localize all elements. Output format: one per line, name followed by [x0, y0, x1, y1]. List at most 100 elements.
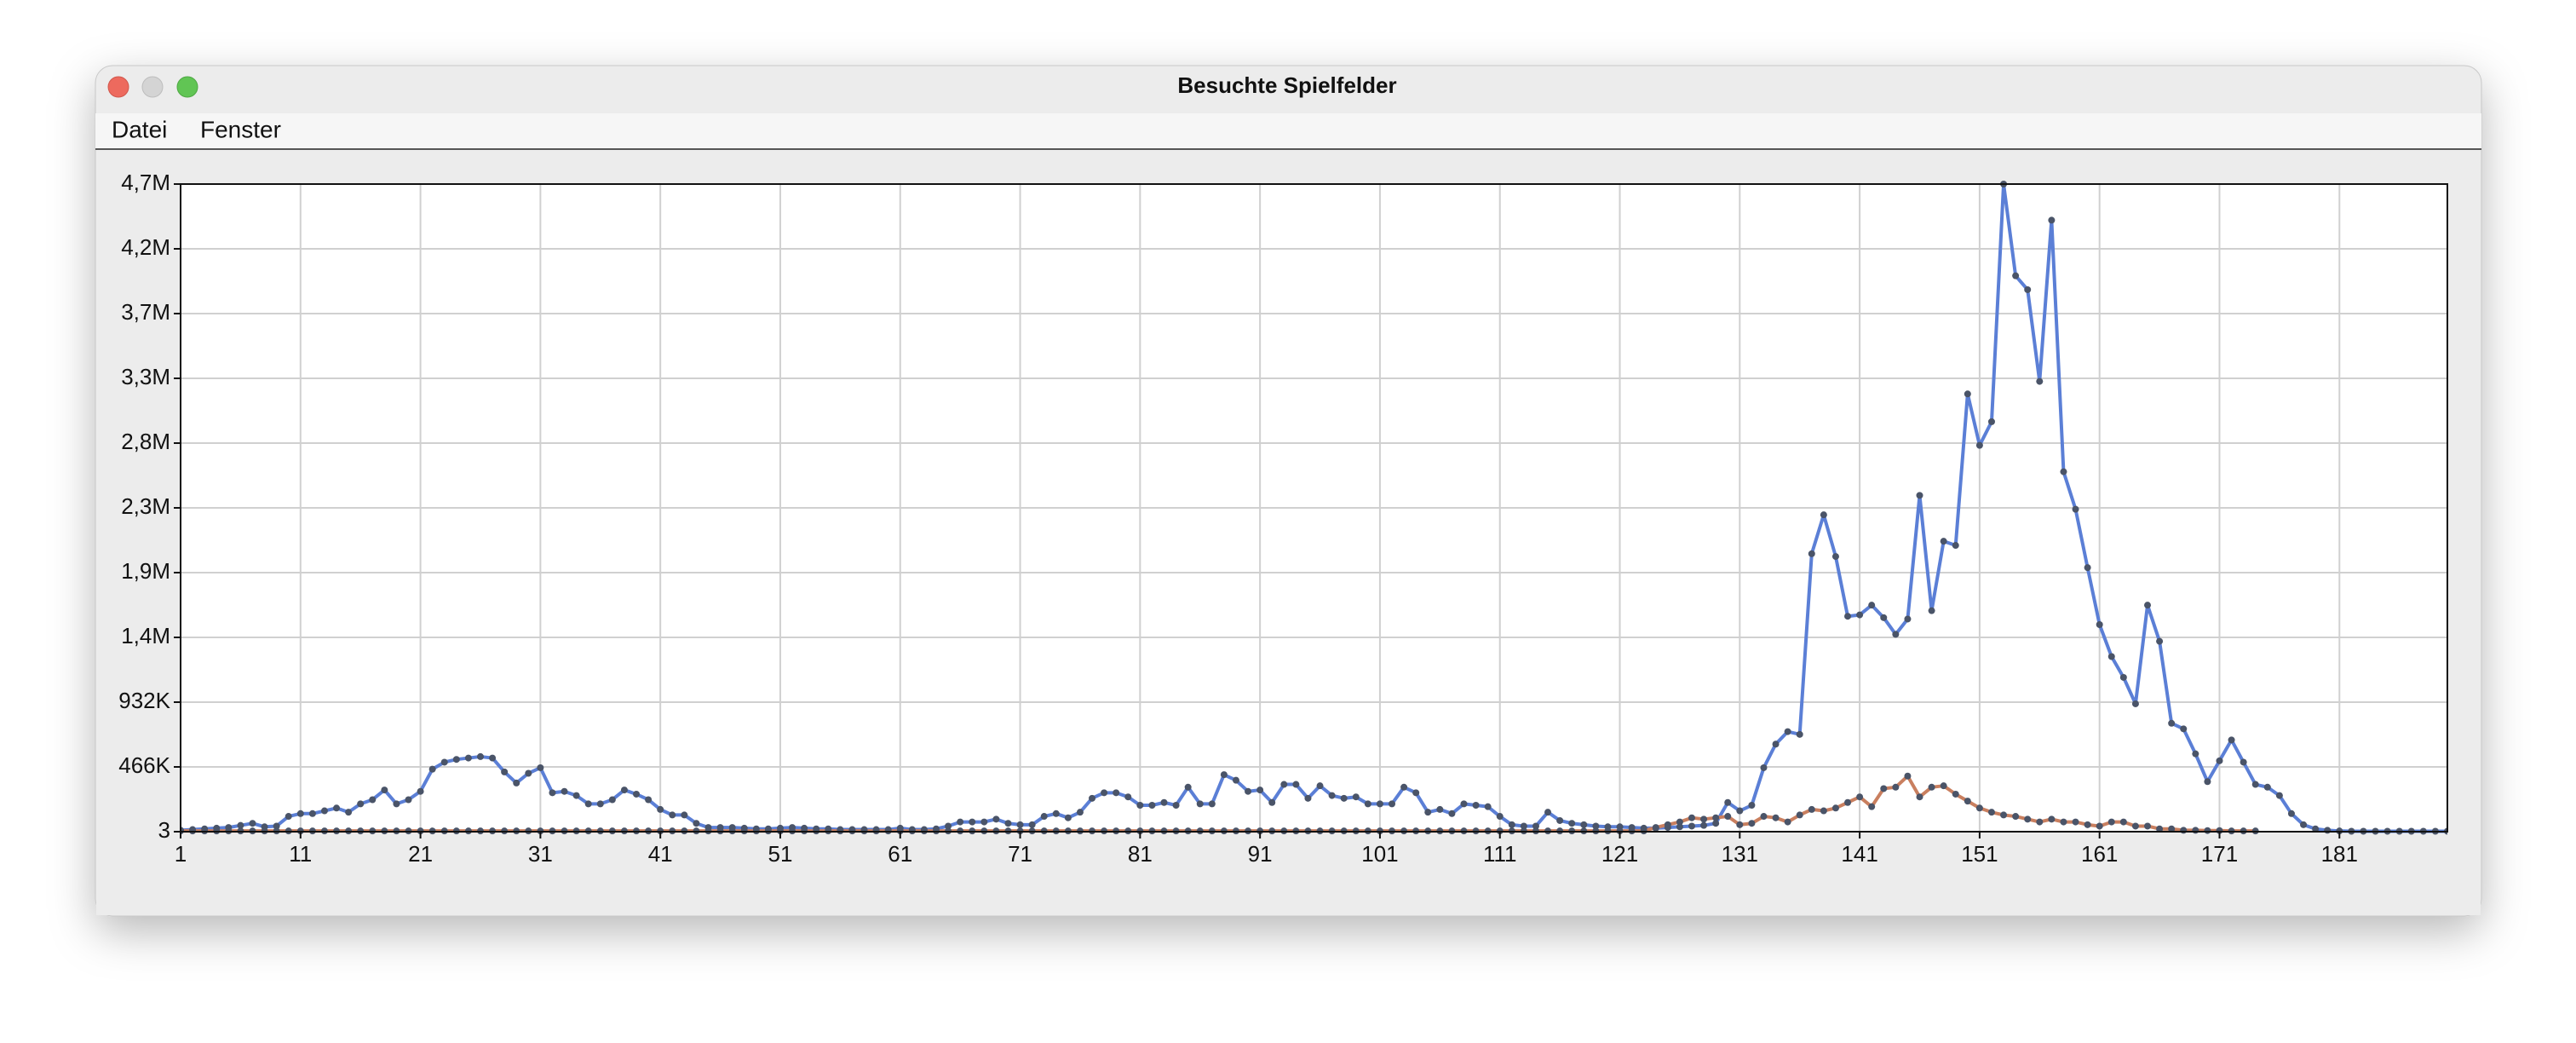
close-button[interactable]	[107, 76, 129, 98]
data-point	[2000, 811, 2008, 819]
data-point	[1676, 818, 1683, 826]
data-point	[2156, 637, 2164, 645]
data-point	[1916, 793, 1923, 801]
data-point	[1796, 730, 1803, 738]
data-point	[1868, 602, 1876, 609]
data-point	[1424, 809, 1432, 816]
minimize-button[interactable]	[141, 76, 164, 98]
data-point	[1964, 390, 1971, 398]
x-tick-label: 51	[768, 841, 793, 867]
menu-item[interactable]: Datei	[112, 116, 167, 142]
data-point	[992, 815, 1000, 823]
data-point	[1700, 821, 1708, 829]
data-point	[969, 818, 976, 826]
data-point	[1964, 798, 1971, 805]
data-point	[1880, 785, 1888, 792]
data-point	[1808, 550, 1815, 557]
data-point	[1844, 798, 1852, 806]
data-point	[2119, 818, 2127, 826]
data-point	[1736, 821, 1744, 828]
data-point	[1364, 800, 1371, 808]
data-point	[1987, 809, 1995, 816]
data-point	[1904, 772, 1912, 780]
y-tick-label: 4,7M	[121, 170, 170, 195]
y-tick-label: 3	[158, 817, 170, 843]
data-point	[1796, 811, 1803, 819]
window-title: Besuchte Spielfelder	[1177, 72, 1396, 98]
menu-bar	[95, 113, 2481, 149]
data-point	[1760, 764, 1768, 771]
x-tick-label: 1	[175, 841, 187, 867]
data-point	[1292, 781, 1300, 788]
data-point	[1880, 614, 1888, 621]
x-tick-label: 41	[648, 841, 673, 867]
data-point	[1448, 810, 1456, 817]
data-point	[1724, 798, 1732, 806]
data-point	[2096, 620, 2103, 628]
data-point	[2300, 821, 2308, 828]
data-point	[2324, 827, 2332, 834]
data-point	[1172, 802, 1180, 810]
data-point	[501, 768, 509, 775]
data-point	[1820, 807, 1827, 815]
series-line	[181, 182, 2447, 833]
data-point	[1148, 802, 1156, 810]
data-point	[2263, 783, 2271, 791]
x-tick-label: 81	[1128, 841, 1153, 867]
x-tick-label: 151	[1961, 841, 1998, 867]
data-point	[2107, 653, 2115, 660]
data-point	[489, 754, 497, 762]
data-point	[2204, 778, 2211, 786]
x-tick-label: 91	[1248, 841, 1273, 867]
menu-item[interactable]: Fenster	[200, 116, 281, 142]
data-point	[2048, 815, 2056, 823]
data-point	[1328, 792, 1336, 799]
data-point	[1652, 824, 1659, 832]
data-point	[2192, 827, 2199, 834]
data-point	[1831, 804, 1839, 812]
data-point	[572, 792, 580, 799]
data-point	[2168, 825, 2176, 833]
data-point	[452, 756, 460, 764]
data-point	[2072, 818, 2079, 826]
data-point	[549, 789, 556, 797]
zoom-button[interactable]	[176, 76, 198, 98]
data-point	[2048, 216, 2056, 224]
data-point	[1724, 813, 1732, 821]
data-point	[1268, 798, 1276, 806]
data-point	[2251, 781, 2259, 788]
data-point	[2024, 815, 2032, 823]
data-point	[1040, 813, 1048, 821]
data-point	[2084, 564, 2091, 572]
data-point	[1868, 803, 1876, 810]
data-point	[1089, 794, 1096, 802]
data-point	[1808, 805, 1815, 813]
data-point	[657, 805, 664, 813]
data-point	[1352, 793, 1360, 801]
data-point	[681, 811, 688, 819]
y-tick-label: 3,7M	[121, 299, 170, 325]
data-point	[1712, 820, 1720, 827]
data-point	[2024, 285, 2032, 293]
x-tick-label: 31	[528, 841, 553, 867]
data-point	[345, 809, 353, 816]
data-point	[1544, 809, 1552, 816]
x-tick-label: 111	[1483, 841, 1517, 867]
data-point	[2275, 792, 2283, 799]
data-point	[584, 800, 592, 808]
data-point	[1064, 814, 1072, 821]
data-point	[1472, 802, 1480, 810]
data-point	[1916, 492, 1923, 499]
data-point	[308, 810, 316, 817]
data-point	[1136, 802, 1144, 810]
data-point	[2180, 725, 2188, 733]
data-point	[2060, 818, 2067, 826]
data-point	[2144, 602, 2152, 609]
data-point	[296, 810, 304, 817]
data-point	[2060, 468, 2067, 475]
x-tick-label: 181	[2321, 841, 2358, 867]
data-point	[1928, 783, 1935, 791]
data-point	[1760, 813, 1768, 821]
data-point	[1844, 613, 1852, 620]
